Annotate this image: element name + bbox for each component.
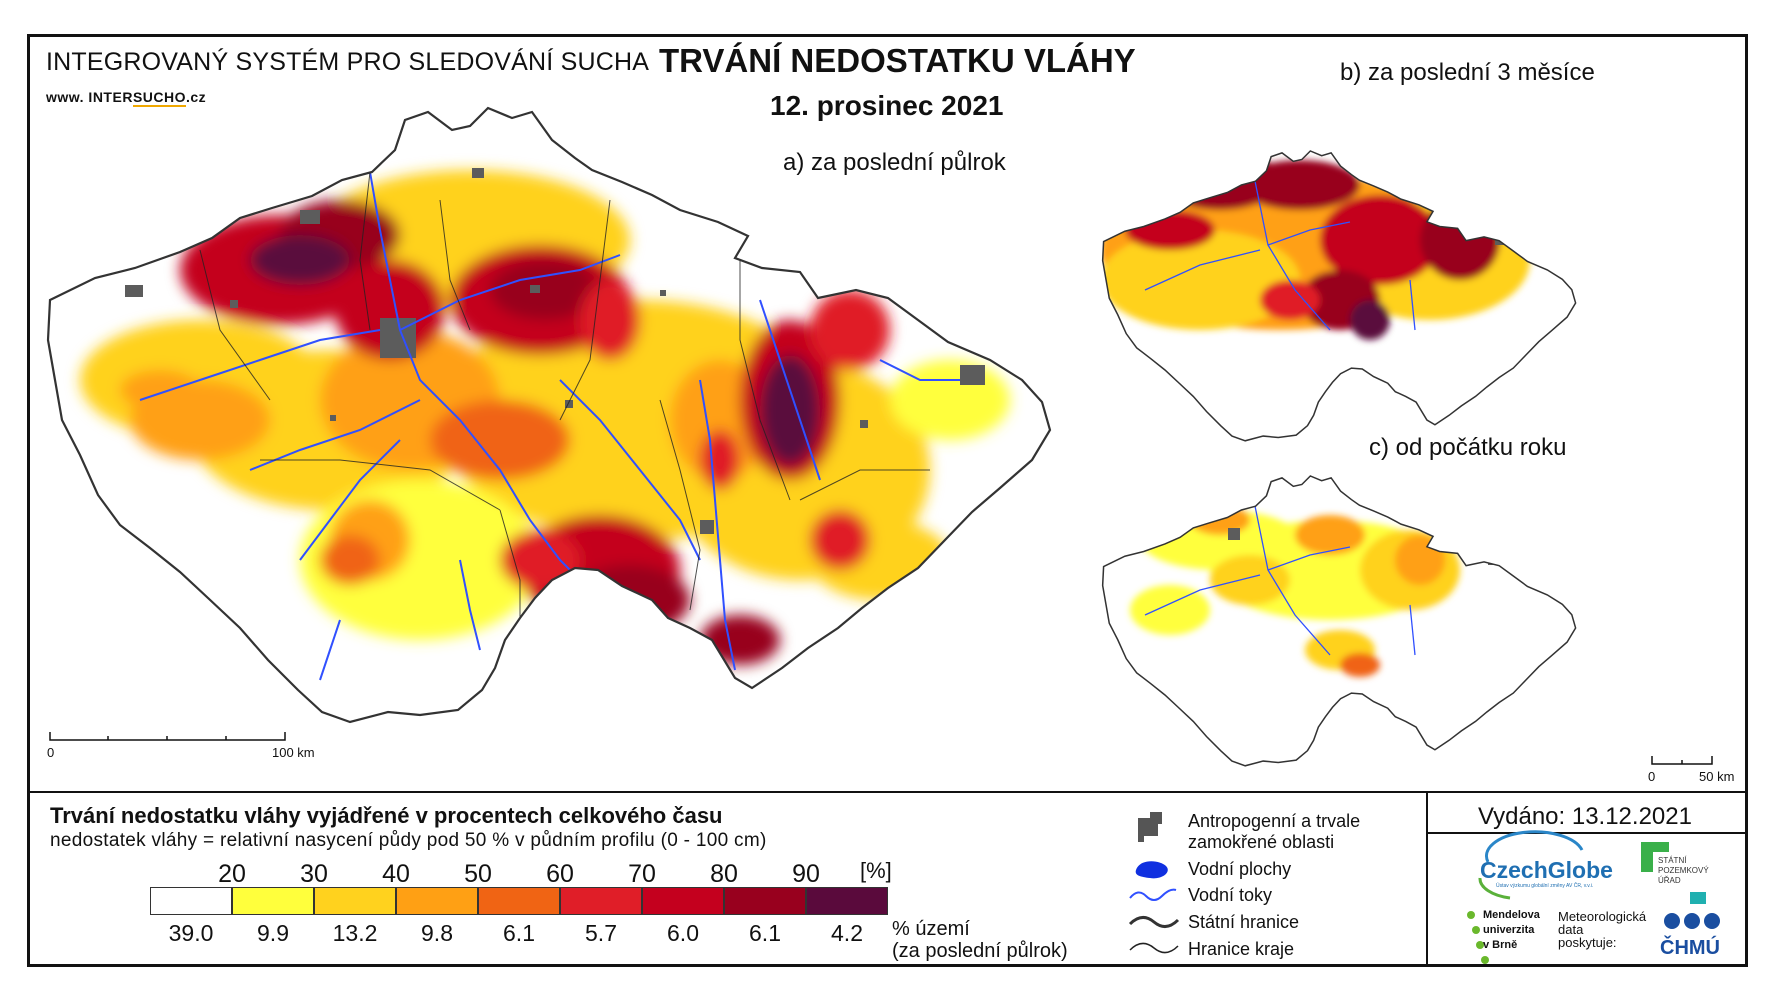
legend-unit: [%] xyxy=(860,858,892,883)
mendelu-logo-text: Mendelova univerzita v Brně xyxy=(1483,908,1540,953)
symbol-anthropogenic-label-2: zamokřené oblasti xyxy=(1188,832,1335,852)
legend-color-box xyxy=(560,887,642,915)
legend-area-percent: 4.2 xyxy=(831,920,863,946)
symbol-water-bodies-label: Vodní plochy xyxy=(1188,859,1292,879)
legend-color-box xyxy=(232,887,314,915)
symbol-region-border-label: Hranice kraje xyxy=(1188,939,1295,959)
czechglobe-logo-text: CzechGlobe xyxy=(1480,857,1613,883)
map-a-rivers xyxy=(139,171,960,681)
legend-color-box xyxy=(806,887,888,915)
legend-area-percent: 5.7 xyxy=(585,920,617,946)
issued-divider-horizontal xyxy=(1426,832,1748,834)
system-title: INTEGROVANÝ SYSTÉM PRO SLEDOVÁNÍ SUCHA xyxy=(46,48,650,76)
legend-area-percent: 9.8 xyxy=(421,920,453,946)
legend-threshold: 30 xyxy=(300,860,328,888)
legend-threshold: 90 xyxy=(792,860,820,888)
map-a xyxy=(46,106,1052,724)
meteo-line-3: poskytuje: xyxy=(1558,935,1617,950)
spu-accent-icon xyxy=(1690,892,1706,904)
legend-threshold: 80 xyxy=(710,860,738,888)
legend-area-percent: 6.1 xyxy=(749,920,781,946)
meteo-line-1: Meteorologická xyxy=(1558,909,1647,924)
legend-area-label: % území xyxy=(892,918,970,940)
map-b-drought-layer xyxy=(1102,150,1560,410)
czechglobe-logo-subtext: Ústav výzkumu globální změny AV ČR, v.v.… xyxy=(1496,883,1594,889)
chmu-logo-icon xyxy=(1664,913,1720,929)
legend-threshold: 40 xyxy=(382,860,410,888)
water-body-icon xyxy=(1135,861,1168,879)
page-title: TRVÁNÍ NEDOSTATKU VLÁHY xyxy=(659,42,1136,79)
website-prefix: www. INTER xyxy=(46,89,133,105)
legend-area-sublabel: (za poslední půlrok) xyxy=(892,940,1068,962)
spu-line-2: POZEMKOVÝ xyxy=(1658,866,1709,875)
issued-divider-vertical xyxy=(1426,793,1428,967)
website-suffix: .cz xyxy=(186,89,207,105)
website-mid: SUCHO xyxy=(132,89,186,107)
scale-small-start: 0 xyxy=(1648,769,1656,784)
scale-small-end: 50 km xyxy=(1699,769,1735,784)
legend-area-percent: 6.0 xyxy=(667,920,699,946)
map-a-label: a) za poslední půlrok xyxy=(783,149,1006,176)
spu-logo-text: STÁTNÍ POZEMKOVÝ ÚŘAD xyxy=(1658,856,1709,886)
legend-title: Trvání nedostatku vláhy vyjádřené v proc… xyxy=(50,803,723,828)
legend-color-box xyxy=(314,887,396,915)
scale-main-start: 0 xyxy=(47,745,55,760)
meteo-data-text: Meteorologická data poskytuje: xyxy=(1558,910,1646,949)
map-b xyxy=(1101,149,1578,443)
scale-main-end: 100 km xyxy=(272,745,315,760)
legend-divider xyxy=(27,791,1748,793)
map-c-drought-layer xyxy=(1102,475,1560,735)
legend-color-box xyxy=(642,887,724,915)
urban-area-icon xyxy=(1138,812,1162,842)
state-border-icon xyxy=(1128,916,1180,928)
legend-area-percent: 13.2 xyxy=(332,920,378,946)
map-a-drought-layer xyxy=(48,108,1050,722)
legend-area-percent: 6.1 xyxy=(503,920,535,946)
scale-bar-main xyxy=(49,732,286,741)
legend-color-box xyxy=(396,887,478,915)
spu-logo xyxy=(1641,842,1669,872)
scale-bar-small xyxy=(1651,756,1713,765)
map-b-label: b) za poslední 3 měsíce xyxy=(1340,59,1595,86)
mendelu-line-3: v Brně xyxy=(1483,939,1518,951)
region-border-icon xyxy=(1129,942,1179,954)
legend-color-box xyxy=(724,887,806,915)
legend-threshold: 70 xyxy=(628,860,656,888)
legend-color-box xyxy=(478,887,560,915)
stream-icon xyxy=(1129,888,1177,901)
page-date: 12. prosinec 2021 xyxy=(770,90,1004,121)
legend-area-percent: 9.9 xyxy=(257,920,289,946)
mendelu-line-1: Mendelova xyxy=(1483,909,1540,921)
mendelu-dots-icon xyxy=(1467,911,1489,964)
legend-area-percent: 39.0 xyxy=(168,920,214,946)
symbol-streams-label: Vodní toky xyxy=(1188,885,1273,905)
meteo-line-2: data xyxy=(1558,922,1584,937)
chmu-logo-text: ČHMÚ xyxy=(1660,937,1720,959)
symbol-anthropogenic-label-1: Antropogenní a trvale xyxy=(1188,811,1361,831)
spu-line-1: STÁTNÍ xyxy=(1658,856,1687,865)
spu-line-3: ÚŘAD xyxy=(1658,876,1681,885)
legend-threshold: 20 xyxy=(218,860,246,888)
symbol-state-border-label: Státní hranice xyxy=(1188,912,1300,932)
czechglobe-logo xyxy=(1478,830,1584,900)
map-c xyxy=(1101,474,1578,768)
legend-subtitle: nedostatek vláhy = relativní nasycení pů… xyxy=(50,830,767,851)
legend-threshold: 60 xyxy=(546,860,574,888)
legend-threshold: 50 xyxy=(464,860,492,888)
issued-date: Vydáno: 13.12.2021 xyxy=(1478,803,1692,830)
website-link[interactable]: www. INTERSUCHO.cz xyxy=(46,89,207,107)
map-a-region-borders xyxy=(199,171,930,620)
map-c-label: c) od počátku roku xyxy=(1369,434,1567,461)
mendelu-line-2: univerzita xyxy=(1483,924,1535,936)
legend-color-box xyxy=(150,887,232,915)
